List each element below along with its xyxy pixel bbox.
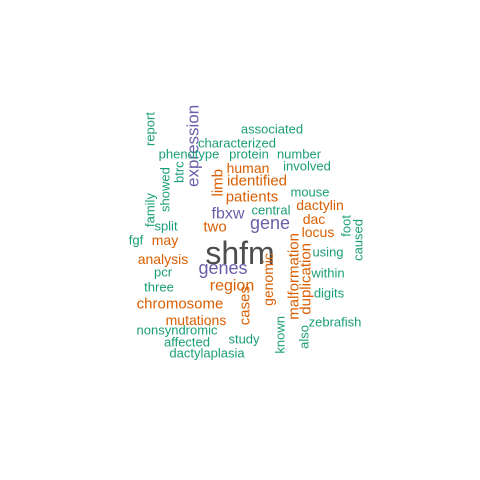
word-known: known (273, 316, 288, 354)
word-dactylaplasia: dactylaplasia (169, 346, 245, 361)
word-mutations: mutations (166, 312, 227, 328)
word-caused: caused (351, 219, 366, 261)
word-digits: digits (314, 286, 345, 301)
word-cases: cases (237, 286, 254, 325)
word-foot: foot (339, 215, 354, 237)
word-pcr: pcr (154, 265, 173, 280)
word-phenotype: phenotype (159, 147, 220, 162)
word-using: using (312, 245, 343, 260)
word-split: split (154, 219, 178, 234)
word-central: central (251, 203, 290, 218)
word-genes: genes (198, 258, 247, 278)
word-expression: expression (184, 105, 203, 187)
word-malformation: malformation (286, 233, 303, 320)
word-genomic: genomic (260, 253, 276, 306)
word-nonsyndromic: nonsyndromic (137, 323, 218, 338)
word-number: number (277, 147, 322, 162)
word-associated: associated (241, 122, 303, 137)
word-zebrafish: zebrafish (309, 315, 362, 330)
word-study: study (228, 332, 260, 347)
word-also: also (297, 325, 312, 349)
word-region: region (210, 278, 254, 295)
word-characterized: characterized (198, 136, 276, 151)
word-chromosome: chromosome (137, 296, 224, 313)
word-identified: identified (227, 173, 287, 190)
word-human: human (227, 160, 270, 176)
word-limb: limb (210, 169, 227, 197)
word-patients: patients (226, 189, 279, 206)
word-locus: locus (302, 224, 335, 240)
word-analysis: analysis (138, 251, 189, 267)
word-dac: dac (303, 211, 326, 227)
word-btrc: btrc (172, 161, 187, 183)
word-fgf: fgf (129, 233, 144, 248)
word-mouse: mouse (290, 185, 329, 200)
word-two: two (203, 219, 226, 236)
word-may: may (152, 232, 178, 248)
word-within: within (310, 266, 344, 281)
word-showed: showed (158, 167, 173, 212)
word-three: three (144, 280, 174, 295)
word-shfm: shfm (205, 235, 274, 271)
word-family: family (143, 193, 158, 227)
word-fbxw: fbxw (212, 206, 245, 223)
word-involved: involved (283, 159, 331, 174)
word-report: report (143, 112, 158, 146)
word-duplication: duplication (298, 243, 315, 315)
word-protein: protein (229, 147, 269, 162)
word-affected: affected (164, 335, 210, 350)
word-gene: gene (250, 213, 290, 233)
word-dactylin: dactylin (296, 197, 343, 213)
